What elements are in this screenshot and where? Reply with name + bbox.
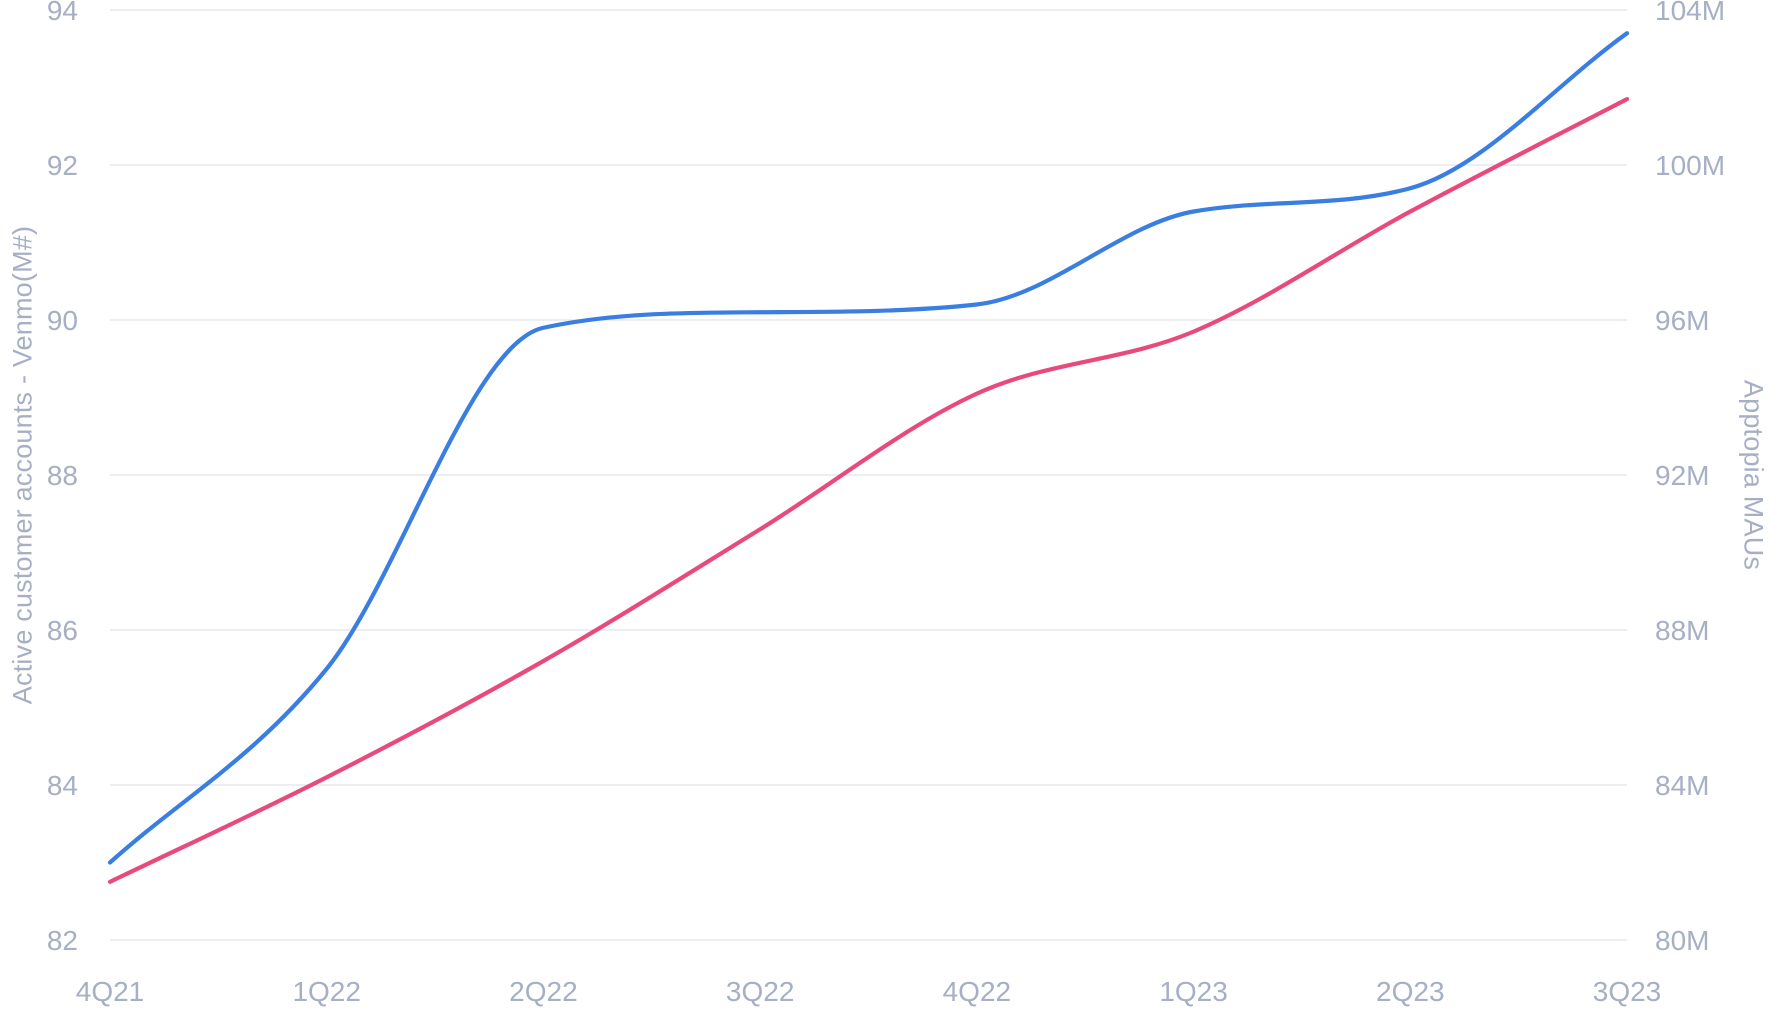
y-right-tick-label: 80M: [1655, 925, 1709, 956]
y-right-tick-label: 88M: [1655, 615, 1709, 646]
apptopia-maus-line: [107, 97, 1630, 884]
y-right-tick-label: 92M: [1655, 460, 1709, 491]
y-right-tick-label: 84M: [1655, 770, 1709, 801]
x-tick-label: 1Q23: [1159, 976, 1228, 1007]
x-tick-label: 1Q22: [292, 976, 361, 1007]
right-axis-title: Apptopia MAUs: [1738, 379, 1769, 571]
y-left-tick-label: 82: [47, 925, 78, 956]
x-tick-label: 4Q22: [943, 976, 1012, 1007]
x-tick-label: 3Q23: [1593, 976, 1662, 1007]
x-tick-label: 3Q22: [726, 976, 795, 1007]
left-axis-title: Active customer accounts - Venmo(M#): [7, 225, 38, 705]
x-tick-label: 2Q22: [509, 976, 578, 1007]
y-right-tick-label: 96M: [1655, 305, 1709, 336]
venmo-accounts-line: [107, 31, 1630, 865]
x-tick-label: 4Q21: [76, 976, 145, 1007]
y-left-tick-label: 88: [47, 460, 78, 491]
y-left-tick-label: 90: [47, 305, 78, 336]
y-left-tick-label: 92: [47, 150, 78, 181]
y-right-tick-label: 104M: [1655, 0, 1725, 26]
y-right-tick-label: 100M: [1655, 150, 1725, 181]
y-left-tick-label: 94: [47, 0, 78, 26]
y-left-tick-label: 86: [47, 615, 78, 646]
x-tick-label: 2Q23: [1376, 976, 1445, 1007]
y-left-tick-label: 84: [47, 770, 78, 801]
